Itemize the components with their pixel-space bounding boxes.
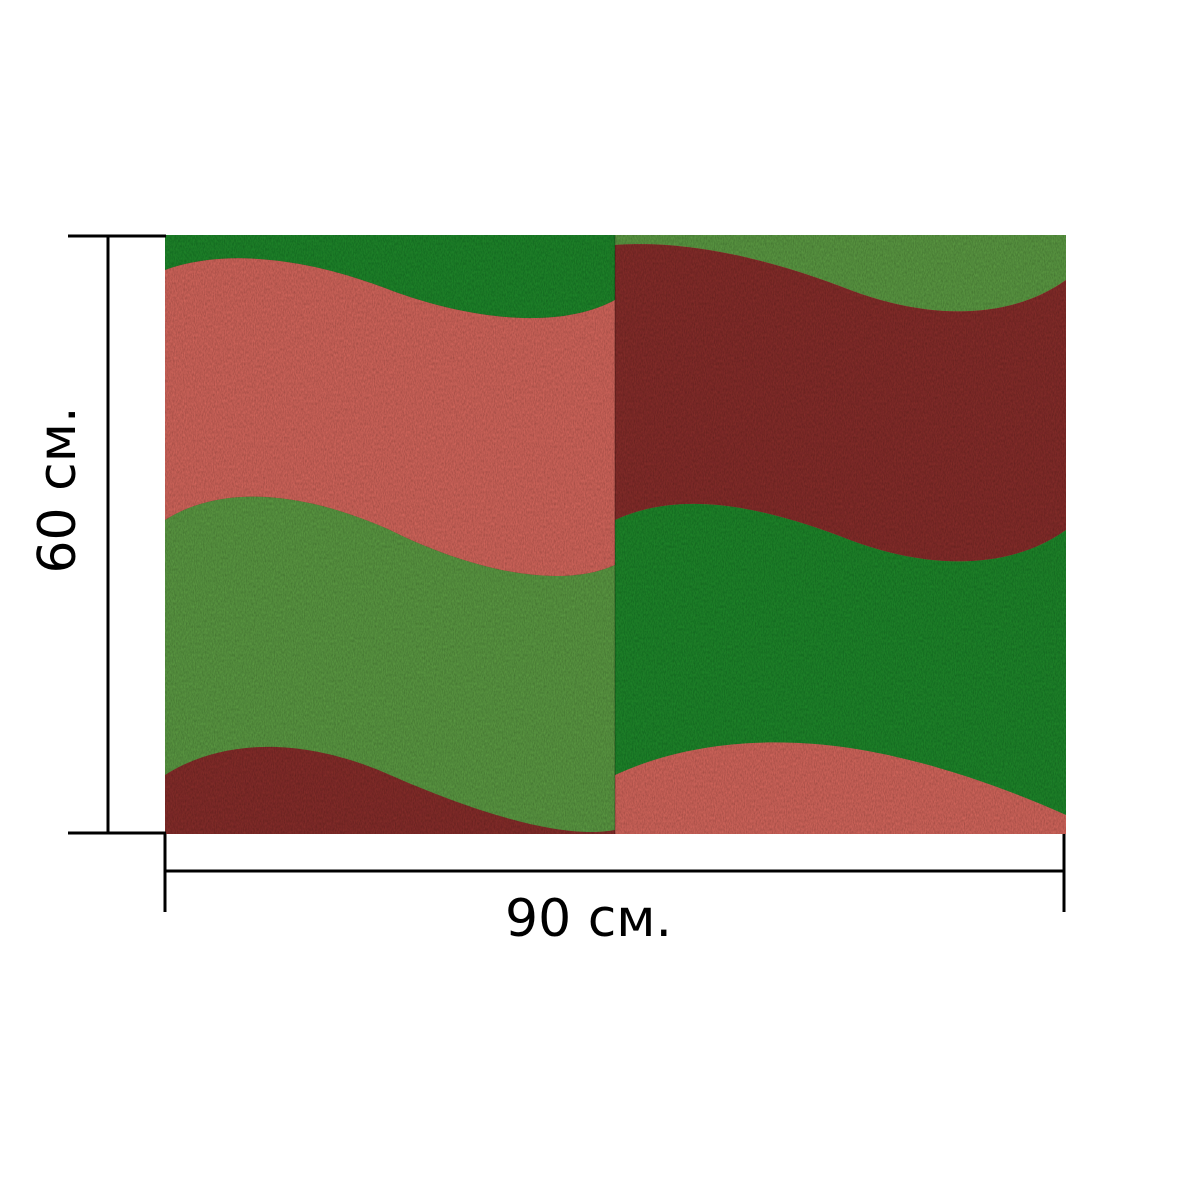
height-label: 60 см. [28, 406, 88, 574]
fabric-left-panel [165, 235, 615, 834]
stripe-light-green-top [615, 235, 1066, 312]
stripe-light-green [165, 496, 615, 832]
stripe-dark-green-top [165, 235, 615, 319]
stripe-light-red [165, 258, 615, 577]
fabric-right-panel [615, 235, 1066, 834]
stripe-dark-red [615, 244, 1066, 562]
width-label: 90 см. [505, 889, 673, 949]
height-dimension-line [68, 234, 166, 835]
width-dimension-line [163, 834, 1066, 912]
stripe-dark-green [615, 503, 1066, 815]
